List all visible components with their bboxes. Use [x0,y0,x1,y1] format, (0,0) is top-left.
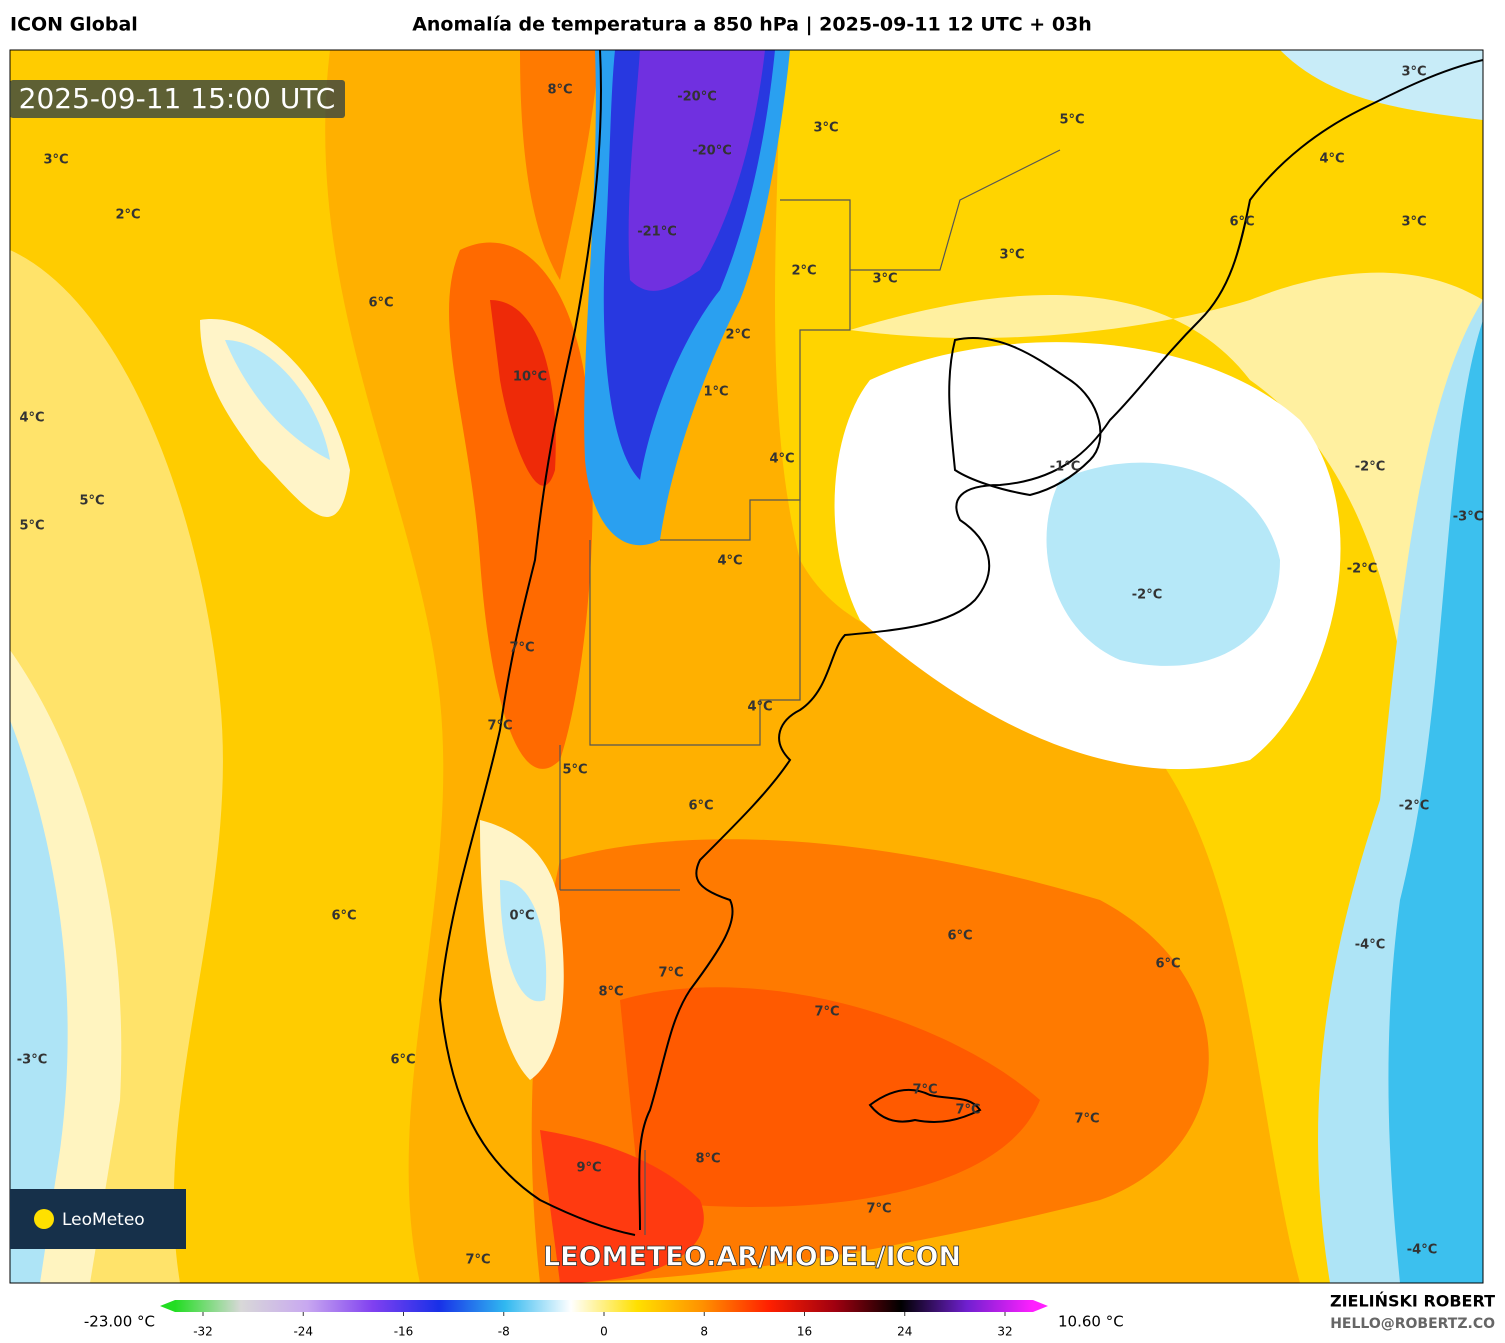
contour-label: -4°C [1355,938,1385,953]
map-title: Anomalía de temperatura a 850 hPa | 2025… [412,14,1092,36]
contour-label: 3°C [43,153,68,168]
contour-label: 6°C [390,1053,415,1068]
colorbar-tick-label: 24 [897,1325,912,1339]
model-name: ICON Global [10,14,138,36]
contour-label: -2°C [1355,460,1385,475]
contour-label: 5°C [79,494,104,509]
contour-label: -2°C [1399,799,1429,814]
contour-label: -1°C [1050,460,1080,475]
colorbar [175,1300,1033,1312]
contour-label: 3°C [999,248,1024,263]
colorbar-max: 10.60 °C [1058,1313,1124,1331]
logo-text: LeoMeteo [62,1210,145,1230]
contour-label: 7°C [955,1103,980,1118]
contour-label: -20°C [677,90,717,105]
contour-label: 3°C [1401,215,1426,230]
contour-label: 4°C [747,700,772,715]
contour-label: 7°C [912,1083,937,1098]
colorbar-end [1033,1300,1048,1312]
contour-label: 7°C [1074,1112,1099,1127]
contour-label: -3°C [1453,510,1483,525]
contour-label: 4°C [717,554,742,569]
logo-sun [34,1209,54,1229]
contour-label: 7°C [658,966,683,981]
colorbar-tick-label: -16 [394,1325,414,1339]
contour-label: 9°C [576,1161,601,1176]
contour-label: -21°C [637,225,677,240]
contour-label: 7°C [487,719,512,734]
colorbar-tick-label: -8 [498,1325,510,1339]
contour-label: 2°C [791,264,816,279]
colorbar-tick-label: -24 [293,1325,313,1339]
colorbar-tick-label: 8 [700,1325,708,1339]
contour-label: 8°C [695,1152,720,1167]
contour-label: 5°C [19,519,44,534]
colorbar-min: -23.00 °C [84,1313,155,1331]
contour-label: 6°C [1229,215,1254,230]
contour-label: -2°C [1347,562,1377,577]
valid-time: 2025-09-11 15:00 UTC [19,82,336,115]
contour-label: 1°C [703,385,728,400]
time-box [10,80,345,118]
contour-label: 7°C [509,641,534,656]
contour-label: -2°C [1132,588,1162,603]
contour-label: 6°C [688,799,713,814]
author: ZIELIŃSKI ROBERT [1330,1292,1495,1311]
contour-label: 6°C [1155,957,1180,972]
contour-label: 8°C [598,985,623,1000]
contour-label: 0°C [509,909,534,924]
contour-label: 2°C [115,208,140,223]
contour-label: 3°C [1401,65,1426,80]
contour-label: 8°C [547,83,572,98]
contour-label: 7°C [465,1253,490,1268]
contour-label: -4°C [1407,1243,1437,1258]
colorbar-tick-label: 0 [600,1325,608,1339]
contour-label: 3°C [872,272,897,287]
contour-label: 5°C [1059,113,1084,128]
contact: HELLO@ROBERTZ.CO [1330,1316,1495,1332]
colorbar-tick-label: 16 [797,1325,812,1339]
contour-label: -3°C [17,1053,47,1068]
map-area [10,50,1483,1283]
contour-label: 2°C [725,328,750,343]
contour-label: 6°C [368,296,393,311]
watermark: LEOMETEO.AR/MODEL/ICON [543,1242,961,1273]
contour-label: 7°C [866,1202,891,1217]
contour-label: 7°C [814,1005,839,1020]
colorbar-start [160,1300,175,1312]
contour-label: 4°C [1319,152,1344,167]
colorbar-tick-label: -32 [193,1325,213,1339]
contour-label: -20°C [692,144,732,159]
contour-label: 5°C [562,763,587,778]
contour-label: 6°C [947,929,972,944]
contour-label: 3°C [813,121,838,136]
colorbar-tick-label: 32 [997,1325,1012,1339]
contour-label: 6°C [331,909,356,924]
contour-label: 4°C [769,452,794,467]
contour-label: 10°C [513,370,547,385]
contour-label: 4°C [19,411,44,426]
